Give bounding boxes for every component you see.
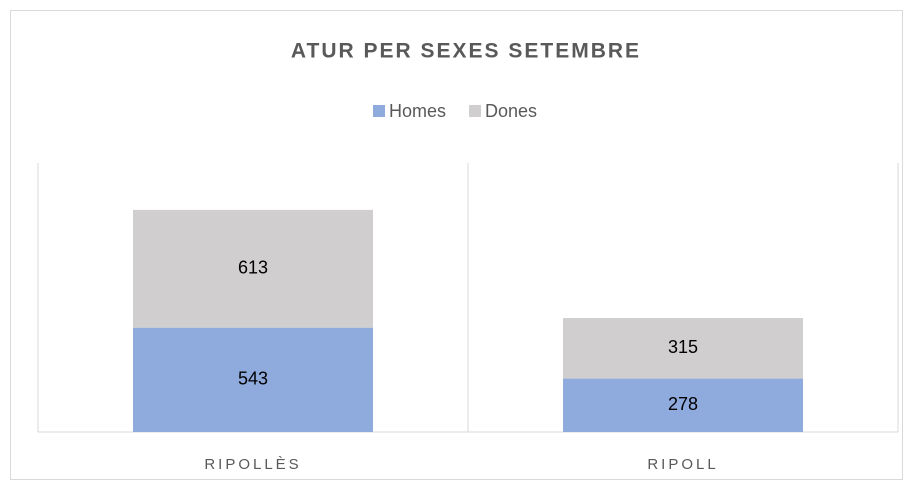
legend-label: Homes	[389, 101, 446, 121]
data-label: 543	[238, 369, 268, 389]
chart-title: ATUR PER SEXES SETEMBRE	[291, 40, 641, 63]
data-label: 613	[238, 258, 268, 278]
legend-swatch	[373, 105, 385, 117]
bar-segment	[133, 209, 373, 328]
legend-swatch	[469, 105, 481, 117]
x-tick-label: RIPOLLÈS	[204, 456, 301, 473]
x-tick-label: RIPOLL	[647, 456, 718, 473]
bar-segment	[133, 327, 373, 432]
data-label: 315	[668, 337, 698, 357]
data-label: 278	[668, 394, 698, 414]
bar-segment	[563, 318, 803, 379]
legend-label: Dones	[485, 101, 537, 121]
bar-segment	[563, 378, 803, 432]
